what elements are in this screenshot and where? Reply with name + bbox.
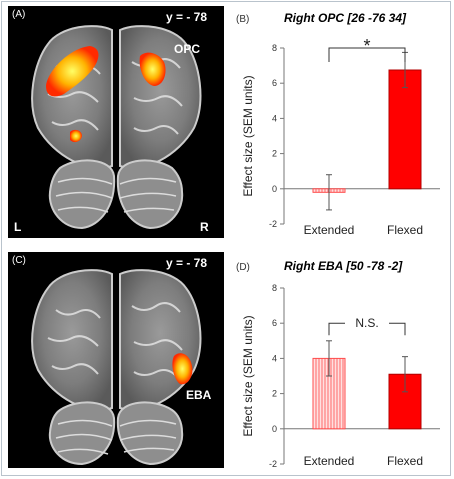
- chart-b-y-tick-label: 6: [272, 78, 277, 88]
- panel-label-c: (C): [12, 255, 26, 266]
- chart-b-svg: (B) Right OPC [26 -76 34] -2 0 2 4 6 8 Effect si…: [236, 11, 440, 237]
- chart-b-significance-bracket: [328, 47, 406, 62]
- region-label-opc: OPC: [174, 42, 201, 56]
- brain-slice-c: (C) y = - 78 EBA: [8, 252, 224, 468]
- chart-b-y-tick-label: 8: [272, 43, 277, 53]
- chart-b-y-tick-label: 2: [272, 149, 277, 159]
- chart-b-bar-extended-hatch: [315, 188, 344, 193]
- brain-image-c: [31, 269, 202, 466]
- chart-b-significance-label: *: [363, 36, 370, 56]
- chart-d-y-tick-label: 2: [272, 389, 277, 399]
- chart-b-panel-label: (B): [236, 14, 249, 25]
- brain-image-a: [31, 25, 202, 230]
- chart-d-category-label: Flexed: [387, 454, 423, 468]
- slice-coordinate-a: y = - 78: [166, 10, 208, 24]
- chart-b-category-label: Extended: [304, 223, 355, 237]
- chart-d-bar-extended-hatch: [315, 358, 344, 429]
- chart-d: (D) Right EBA [50 -78 -2] -2 0 2 4 6 8 Effect si…: [228, 252, 450, 474]
- chart-d-y-tick-label: 4: [272, 353, 277, 363]
- chart-b-y-tick-label: 0: [272, 184, 277, 194]
- chart-b-y-axis-label: Effect size (SEM units): [241, 75, 255, 196]
- region-label-eba: EBA: [186, 388, 212, 402]
- chart-b-y-tick-label: 4: [272, 113, 277, 123]
- chart-d-chart-title: Right EBA [50 -78 -2]: [284, 259, 403, 273]
- chart-b: (B) Right OPC [26 -76 34] -2 0 2 4 6 8 Effect si…: [228, 4, 450, 244]
- panel-label-a: (A): [12, 9, 26, 20]
- chart-d-y-axis-label: Effect size (SEM units): [241, 315, 255, 436]
- chart-d-svg: (D) Right EBA [50 -78 -2] -2 0 2 4 6 8 Effect si…: [236, 259, 440, 469]
- slice-coordinate-c: y = - 78: [166, 256, 208, 270]
- chart-d-category-label: Extended: [304, 454, 355, 468]
- brain-slice-a: (A) y = - 78 OPC L R: [8, 6, 224, 238]
- hemisphere-left-label: L: [14, 220, 22, 234]
- chart-b-category-label: Flexed: [387, 223, 423, 237]
- chart-d-y-tick-label: -2: [269, 459, 277, 469]
- chart-d-panel-label: (D): [236, 262, 250, 273]
- chart-b-y-tick-label: -2: [269, 219, 277, 229]
- chart-d-significance-bracket: [328, 322, 406, 336]
- chart-b-chart-title: Right OPC [26 -76 34]: [284, 11, 407, 25]
- hemisphere-right-label: R: [200, 220, 209, 234]
- chart-d-y-tick-label: 8: [272, 283, 277, 293]
- chart-d-y-tick-label: 0: [272, 424, 277, 434]
- chart-b-bar-flexed: [388, 69, 422, 190]
- chart-d-y-tick-label: 6: [272, 318, 277, 328]
- chart-d-significance-label: N.S.: [355, 316, 378, 330]
